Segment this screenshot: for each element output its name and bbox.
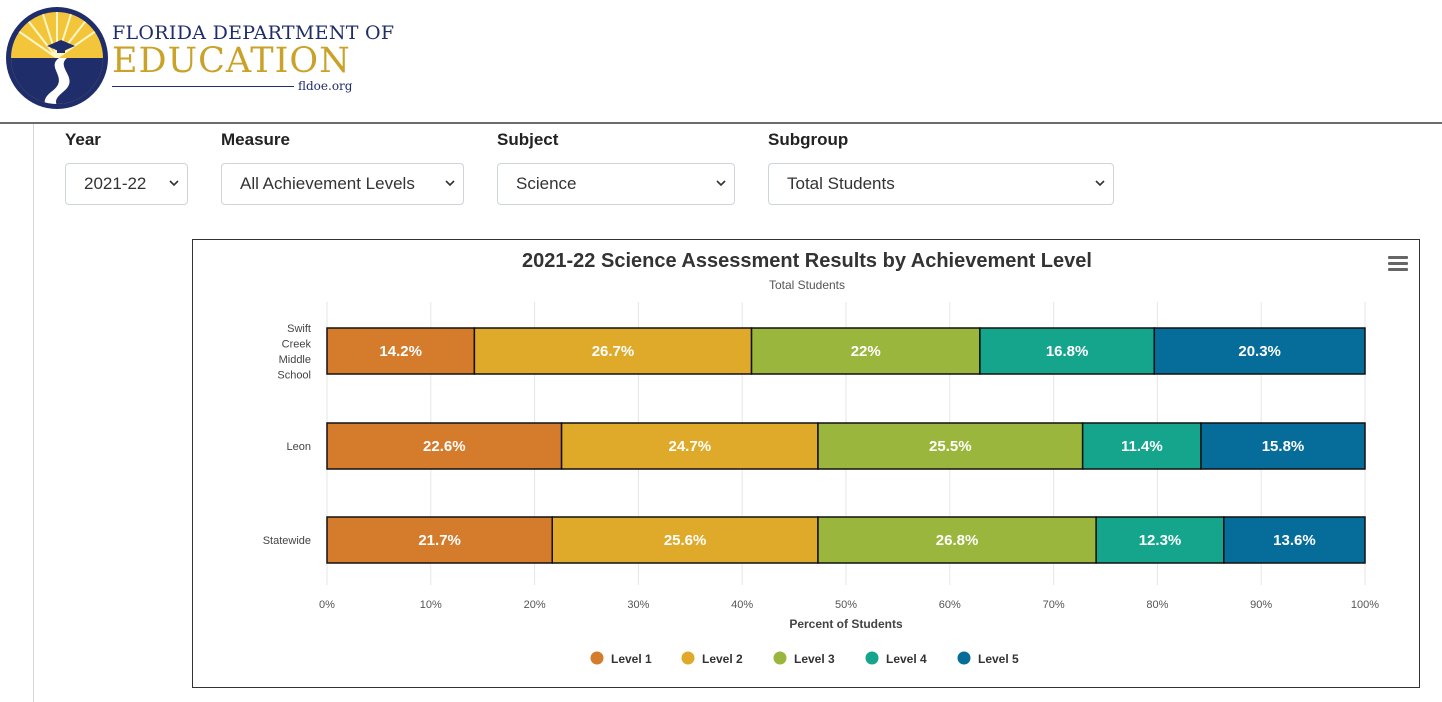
legend-label: Level 4	[886, 652, 927, 666]
data-label: 20.3%	[1238, 343, 1281, 360]
bar-segment-level-3[interactable]	[817, 516, 1097, 564]
data-label: 16.8%	[1046, 343, 1089, 360]
y-category-label-line: Middle	[279, 354, 311, 366]
y-category-label-line: School	[277, 369, 311, 381]
fldoe-logo[interactable]	[5, 6, 109, 115]
bar-segment-level-1[interactable]	[326, 422, 563, 470]
x-tick-label: 30%	[627, 599, 649, 611]
filter-subgroup-label: Subgroup	[768, 130, 849, 149]
subgroup-select-value: Total Students	[787, 174, 895, 193]
site-header: FLORIDA DEPARTMENT OF EDUCATION fldoe.or…	[0, 0, 1442, 124]
legend-label: Level 5	[978, 652, 1019, 666]
filter-subject: Subject Science	[497, 130, 735, 205]
y-category-label-line: Statewide	[263, 535, 311, 547]
logo-line1: FLORIDA DEPARTMENT OF	[112, 22, 395, 44]
x-tick-label: 40%	[731, 599, 753, 611]
legend-marker	[957, 651, 971, 665]
data-label: 26.8%	[936, 532, 979, 549]
legend-item-level-4[interactable]: Level 4	[865, 651, 928, 667]
filter-year-label: Year	[65, 130, 101, 149]
legend-label: Level 2	[702, 652, 743, 666]
legend-label: Level 3	[794, 652, 835, 666]
chevron-down-icon	[1095, 180, 1105, 187]
year-select-value: 2021-22	[84, 174, 147, 193]
bar-segment-level-5[interactable]	[1200, 422, 1366, 470]
x-tick-label: 60%	[939, 599, 961, 611]
data-label: 24.7%	[669, 438, 712, 455]
logo-url: fldoe.org	[298, 79, 353, 93]
bar-segment-level-5[interactable]	[1153, 327, 1366, 375]
chevron-down-icon	[169, 180, 179, 187]
bar-segment-level-4[interactable]	[979, 327, 1156, 375]
y-category-label: Swift Creek Middle School	[277, 323, 311, 382]
chart-subtitle: Total Students	[769, 278, 845, 292]
x-tick-label: 0%	[319, 599, 335, 611]
x-tick-label: 10%	[420, 599, 442, 611]
data-label: 25.5%	[929, 438, 972, 455]
bar-segment-level-3[interactable]	[817, 422, 1084, 470]
y-category-label-line: Leon	[287, 441, 311, 453]
filter-subgroup: Subgroup Total Students	[768, 130, 1114, 205]
data-label: 21.7%	[418, 532, 461, 549]
measure-select[interactable]: All Achievement Levels	[221, 163, 464, 205]
bar-segment-level-2[interactable]	[551, 516, 819, 564]
legend-item-level-5[interactable]: Level 5	[957, 651, 1020, 667]
logo-rule	[112, 86, 294, 87]
data-label: 25.6%	[664, 532, 707, 549]
data-label: 22%	[851, 343, 881, 360]
data-label: 26.7%	[592, 343, 635, 360]
stacked-bar-chart: 2021-22 Science Assessment Results by Ac…	[263, 250, 1380, 667]
legend-marker	[681, 651, 695, 665]
year-select[interactable]: 2021-22	[65, 163, 188, 205]
y-category-label: Leon	[287, 441, 311, 453]
bar-segment-level-4[interactable]	[1081, 422, 1202, 470]
x-tick-label: 90%	[1250, 599, 1272, 611]
chart-title: 2021-22 Science Assessment Results by Ac…	[522, 250, 1092, 272]
y-category-label-line: Swift	[287, 323, 311, 335]
legend-item-level-2[interactable]: Level 2	[681, 651, 744, 667]
legend-item-level-1[interactable]: Level 1	[590, 651, 653, 667]
x-tick-label: 70%	[1043, 599, 1065, 611]
filter-measure: Measure All Achievement Levels	[221, 130, 464, 205]
subject-select[interactable]: Science	[497, 163, 735, 205]
bar-segment-level-3[interactable]	[750, 327, 981, 375]
x-tick-label: 80%	[1146, 599, 1168, 611]
filter-subject-label: Subject	[497, 130, 559, 149]
bar-segment-level-2[interactable]	[560, 422, 819, 470]
legend-item-level-3[interactable]: Level 3	[773, 651, 836, 667]
x-tick-label: 100%	[1351, 599, 1379, 611]
data-label: 12.3%	[1139, 532, 1182, 549]
logo-wordmark: FLORIDA DEPARTMENT OF EDUCATION fldoe.or…	[112, 22, 395, 93]
bar-segment-level-2[interactable]	[473, 327, 753, 375]
filter-measure-label: Measure	[221, 130, 290, 149]
chevron-down-icon	[716, 180, 726, 187]
measure-select-value: All Achievement Levels	[240, 174, 415, 193]
fldoe-seal-icon	[6, 7, 108, 109]
filter-year: Year 2021-22	[65, 130, 188, 205]
data-label: 13.6%	[1273, 532, 1316, 549]
data-label: 11.4%	[1121, 438, 1163, 455]
chevron-down-icon	[445, 180, 455, 187]
data-label: 14.2%	[379, 343, 422, 360]
data-label: 22.6%	[423, 438, 466, 455]
legend-label: Level 1	[611, 652, 652, 666]
chart-menu-icon[interactable]	[1388, 256, 1408, 272]
y-category-label: Statewide	[263, 535, 311, 547]
x-tick-label: 50%	[835, 599, 857, 611]
x-axis-title: Percent of Students	[789, 617, 903, 631]
data-label: 15.8%	[1262, 438, 1305, 455]
bar-segment-level-5[interactable]	[1223, 516, 1366, 564]
y-category-label-line: Creek	[282, 338, 312, 350]
left-divider	[33, 124, 34, 702]
subgroup-select[interactable]: Total Students	[768, 163, 1114, 205]
subject-select-value: Science	[516, 174, 577, 193]
legend-marker	[590, 651, 604, 665]
legend-marker	[865, 651, 879, 665]
legend-marker	[773, 651, 787, 665]
x-tick-label: 20%	[524, 599, 546, 611]
bar-segment-level-1[interactable]	[326, 327, 476, 375]
chart-container: 2021-22 Science Assessment Results by Ac…	[192, 239, 1420, 688]
logo-line2: EDUCATION	[112, 41, 351, 81]
